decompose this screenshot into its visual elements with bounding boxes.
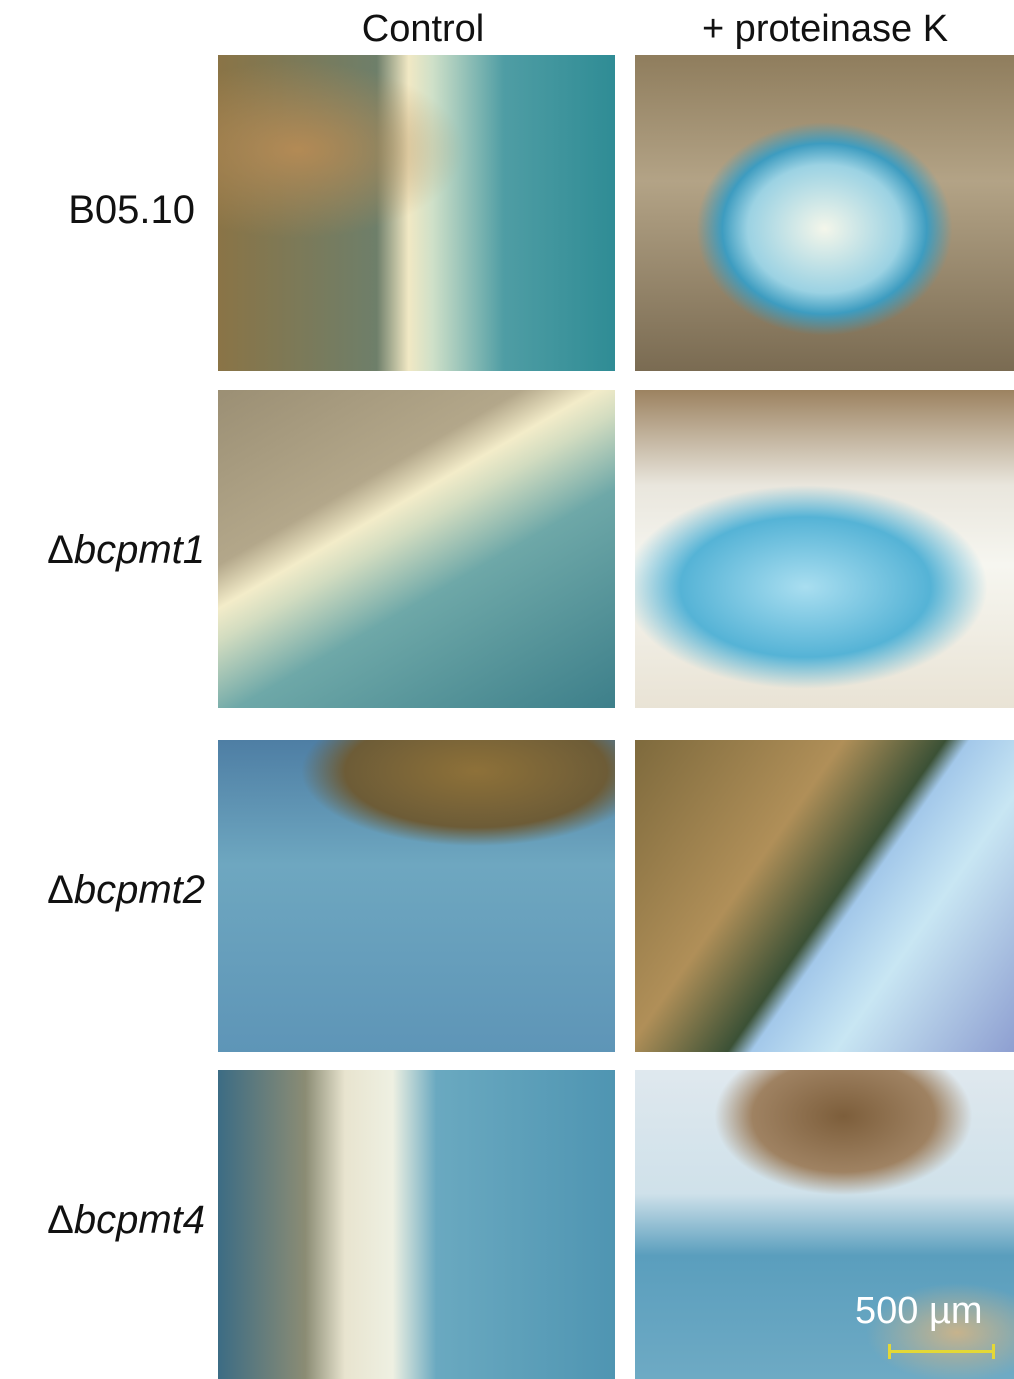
row-label: Δbcpmt1 xyxy=(0,528,205,573)
row-label: Δbcpmt2 xyxy=(0,868,205,913)
figure: Control + proteinase K B05.10 Δbcpmt1 Δb… xyxy=(0,0,1014,1379)
delta: Δ xyxy=(47,868,74,912)
micrograph xyxy=(635,740,1014,1052)
delta: Δ xyxy=(47,1198,74,1242)
gene-name: bcpmt2 xyxy=(74,868,205,912)
scale-bar xyxy=(888,1350,995,1353)
column-header: + proteinase K xyxy=(660,8,990,51)
gene-name: bcpmt4 xyxy=(74,1198,205,1242)
column-header: Control xyxy=(318,8,528,51)
row-label: Δbcpmt4 xyxy=(0,1198,205,1243)
micrograph xyxy=(635,390,1014,708)
micrograph xyxy=(635,55,1014,371)
micrograph xyxy=(218,55,615,371)
row-label: B05.10 xyxy=(0,188,195,233)
gene-name: bcpmt1 xyxy=(74,528,205,572)
micrograph xyxy=(218,740,615,1052)
delta: Δ xyxy=(47,528,74,572)
micrograph xyxy=(218,1070,615,1379)
micrograph xyxy=(218,390,615,708)
scale-bar-label: 500 µm xyxy=(855,1290,983,1333)
